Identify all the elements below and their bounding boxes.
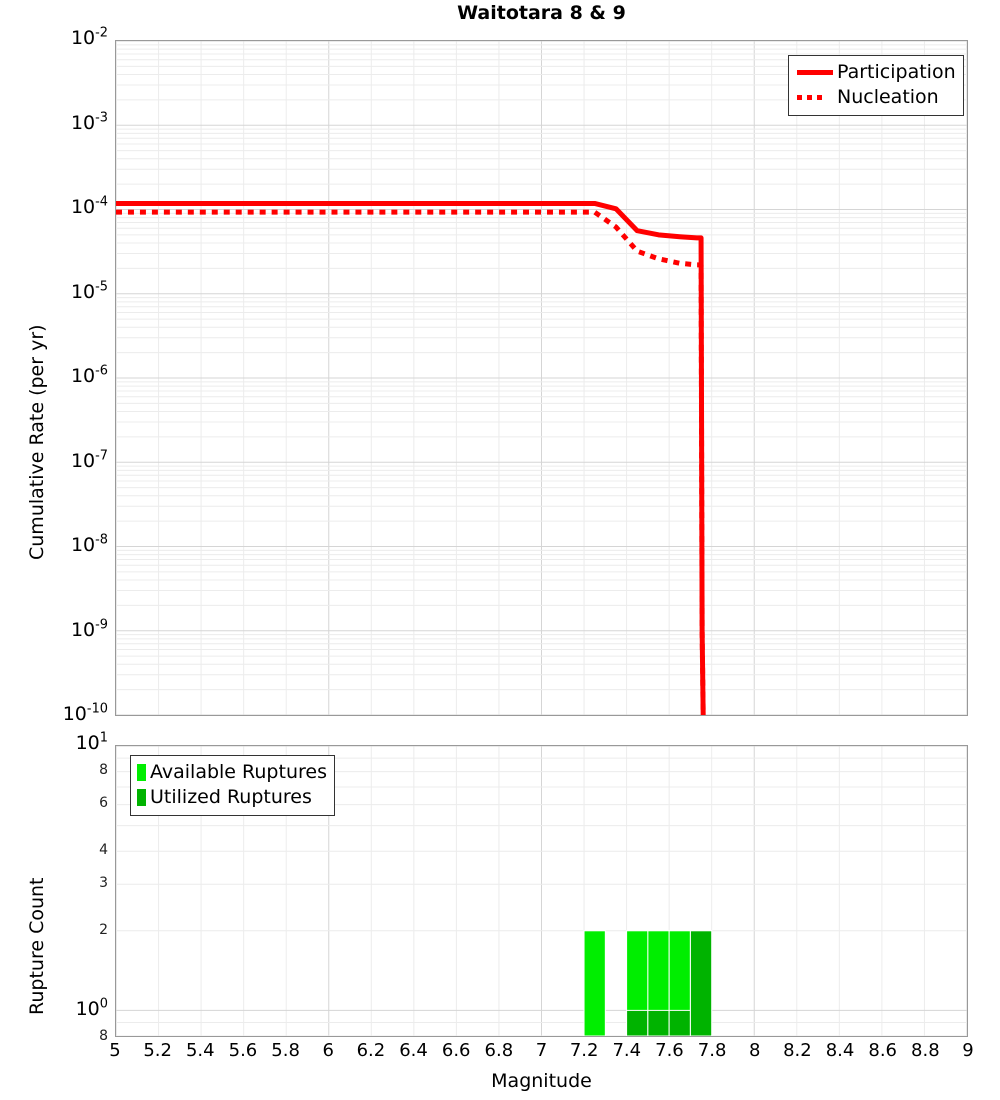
xtick-label: 7.4 [612,1040,642,1061]
xtick-label: 8.4 [825,1040,855,1061]
legend-item-available-ruptures: Available Ruptures [137,760,327,785]
bottom-panel-axis-label: Rupture Count [26,877,48,1016]
ytick-label: 3 [99,875,108,892]
rupture-bars [583,930,713,1036]
dotted-line-swatch-icon [795,91,835,105]
top-panel-axis-label: Cumulative Rate (per yr) [26,324,48,560]
legend-item-participation: Participation [795,60,956,85]
utilized-color-swatch-icon [137,789,146,806]
ytick-label: 10-9 [70,617,108,641]
xtick-label: 9 [962,1040,974,1061]
ytick-label: 6 [99,795,108,812]
ytick-label: 2 [99,922,108,939]
ytick-label: 10-3 [70,110,108,134]
rate-curves [116,200,706,715]
ytick-label: 4 [99,841,108,858]
xtick-label: 7.6 [655,1040,684,1061]
available-color-swatch-icon [137,764,146,781]
xtick-label: 5.4 [185,1040,215,1061]
x-axis-label: Magnitude [491,1070,592,1092]
bottom-panel-ytick-labels: 101 8 6 4 3 2 100 8 [0,732,108,1043]
xtick-label: 6 [322,1040,334,1061]
xtick-label: 5 [109,1040,121,1061]
xtick-label: 6.6 [441,1040,471,1061]
ytick-label: 10-7 [70,448,108,472]
solid-line-swatch-icon [795,66,835,80]
xtick-label: 7.2 [569,1040,599,1061]
top-panel-ytick-labels: 10-2 10-3 10-4 10-5 10-6 10-7 10-8 10-9 10-10 [0,27,108,724]
xtick-label: 8.6 [868,1040,898,1061]
xtick-label: 8 [749,1040,761,1061]
curve-legend: Participation Nucleation [788,55,964,116]
legend-label-participation: Participation [837,61,956,83]
xtick-label: 5.2 [143,1040,172,1061]
xtick-label: 7 [535,1040,548,1061]
ytick-label: 10-8 [70,532,108,556]
ytick-label: 10-6 [70,363,108,387]
xtick-label: 5.6 [228,1040,258,1061]
page-title: Waitotara 8 & 9 [457,2,626,24]
ytick-label: 10-4 [70,194,108,218]
xtick-label: 8.8 [911,1040,940,1061]
ytick-label: 100 [75,996,108,1021]
legend-item-nucleation: Nucleation [795,85,956,110]
ytick-label: 10-2 [70,25,108,49]
xtick-label: 8.2 [783,1040,812,1061]
xtick-label: 7.8 [697,1040,727,1061]
legend-label-available-ruptures: Available Ruptures [150,761,327,783]
legend-item-utilized-ruptures: Utilized Ruptures [137,785,327,810]
ytick-label: 101 [75,730,108,754]
legend-label-nucleation: Nucleation [837,86,939,108]
xtick-label: 6.8 [484,1040,514,1061]
xtick-label: 6.2 [356,1040,386,1061]
ytick-label: 10-10 [62,701,108,725]
rupture-legend: Available Ruptures Utilized Ruptures [130,755,335,816]
xtick-label: 6.4 [399,1040,428,1061]
xtick-label: 5.8 [271,1040,300,1061]
top-panel-gridlines [116,41,967,715]
ytick-label: 10-5 [70,279,108,303]
ytick-label: 8 [99,761,108,778]
ytick-label: 8 [99,1028,108,1044]
cumulative-rate-plot-area [115,40,968,716]
legend-label-utilized-ruptures: Utilized Ruptures [150,786,312,808]
